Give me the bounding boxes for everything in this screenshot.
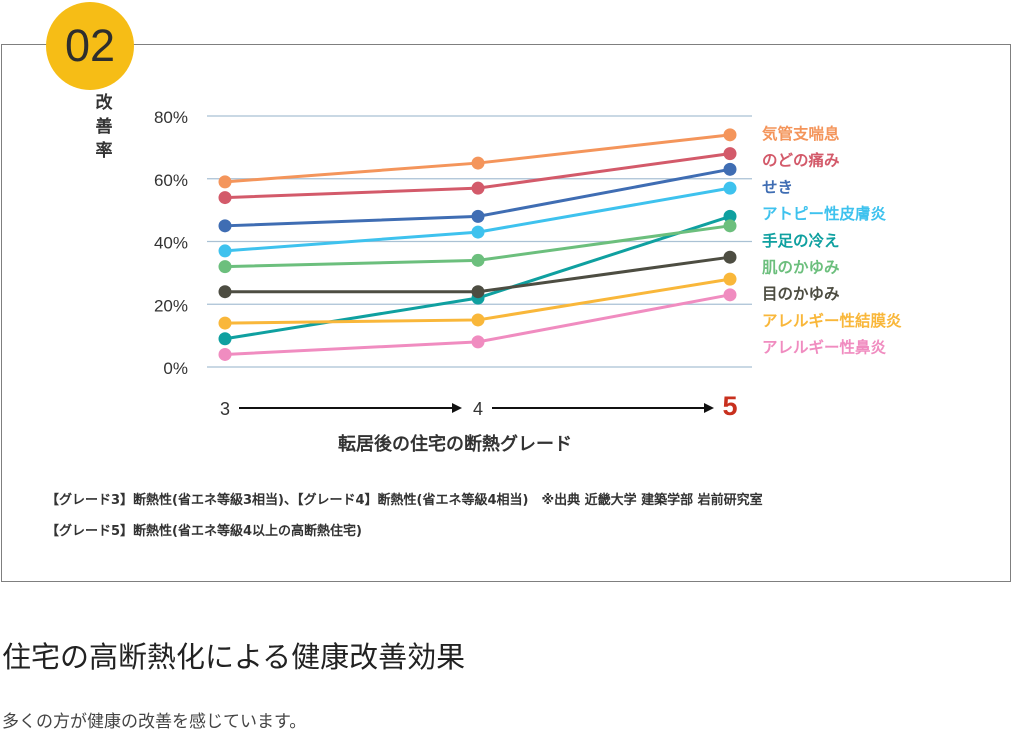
data-point-3-2 [723, 181, 737, 195]
y-tick-label: 40% [154, 234, 188, 253]
y-tick-label: 80% [154, 108, 188, 127]
legend-label: アレルギー性鼻炎 [762, 338, 887, 357]
legend-label: 目のかゆみ [762, 285, 840, 303]
legend-label: のどの痛み [762, 151, 840, 170]
y-axis-label-char: 善 [96, 116, 113, 137]
y-axis-label-char: 改 [96, 92, 114, 113]
data-point-1-2 [723, 147, 737, 161]
data-point-2-0 [218, 219, 232, 233]
y-tick-label: 60% [154, 171, 188, 190]
data-point-3-1 [471, 225, 485, 239]
legend-label: 手足の冷え [762, 231, 840, 250]
x-axis-label: 転居後の住宅の断熱グレード [338, 433, 572, 455]
legend-label: せき [762, 178, 793, 196]
data-point-4-2 [723, 209, 737, 223]
legend-label: アレルギー性結膜炎 [762, 311, 902, 330]
page-title: 住宅の高断熱化による健康改善効果 [2, 640, 466, 674]
data-point-3-0 [218, 244, 232, 258]
legend-label: アトピー性皮膚炎 [762, 204, 887, 223]
data-point-7-1 [471, 313, 485, 327]
data-point-8-0 [218, 347, 232, 361]
data-point-7-0 [218, 316, 232, 330]
legend-layer: 気管支喘息のどの痛みせきアトピー性皮膚炎手足の冷え肌のかゆみ目のかゆみアレルギー… [762, 124, 902, 357]
data-point-1-0 [218, 191, 232, 205]
data-point-8-2 [723, 288, 737, 302]
data-point-6-0 [218, 285, 232, 299]
legend-label: 肌のかゆみ [762, 259, 840, 277]
legend-label: 気管支喘息 [762, 124, 840, 143]
data-point-2-2 [723, 162, 737, 176]
data-point-0-0 [218, 175, 232, 189]
data-point-1-1 [471, 181, 485, 195]
data-point-5-2 [723, 219, 737, 233]
footnote-1: 【グレード3】断熱性(省エネ等級3相当)、【グレード4】断熱性(省エネ等級4相当… [46, 493, 763, 508]
y-tick-label: 20% [154, 296, 188, 315]
axis-layer: 0% 20% 40% 60% 80% 改善率 3 4 5 転居後の住宅の断熱グレード [96, 92, 738, 455]
data-point-6-2 [723, 250, 737, 264]
data-point-5-0 [218, 260, 232, 274]
data-point-0-1 [471, 156, 485, 170]
x-axis-arrowhead [452, 403, 462, 413]
x-tick-label: 4 [473, 399, 483, 419]
x-tick-label: 5 [722, 391, 737, 421]
data-point-0-2 [723, 128, 737, 142]
section-number-badge: 02 [46, 2, 134, 90]
chart-frame [1, 44, 1011, 582]
line-chart: 0% 20% 40% 60% 80% 改善率 3 4 5 転居後の住宅の断熱グレード 気管支喘息の… [96, 92, 903, 455]
data-point-7-2 [723, 272, 737, 286]
data-point-2-1 [471, 209, 485, 223]
data-point-5-1 [471, 253, 485, 267]
page-subtitle: 多くの方が健康の改善を感じています。 [2, 712, 307, 732]
data-point-4-0 [218, 332, 232, 346]
x-tick-label: 3 [220, 399, 230, 419]
y-tick-label: 0% [163, 359, 188, 378]
series-layer [218, 128, 737, 361]
x-axis-arrowhead [704, 403, 714, 413]
footnote-2: 【グレード5】断熱性(省エネ等級4以上の高断熱住宅) [46, 524, 362, 539]
y-axis-label-char: 率 [96, 140, 113, 161]
data-point-6-1 [471, 285, 485, 299]
data-point-8-1 [471, 335, 485, 349]
